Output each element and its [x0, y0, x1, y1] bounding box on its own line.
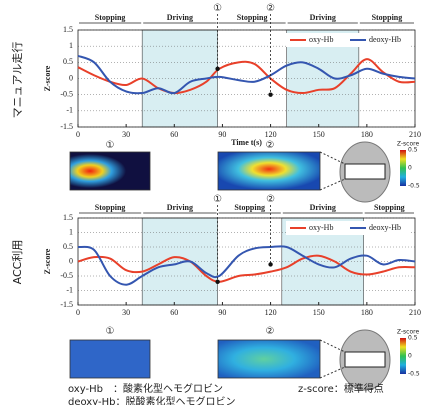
legend-label: oxy-Hb	[309, 223, 333, 232]
page: {"chart_data":[ {"type":"line","side_lab…	[0, 0, 434, 405]
colorbar-tick-label: 0	[408, 165, 412, 172]
marker-label: ①	[213, 3, 222, 14]
heatmap	[70, 340, 150, 378]
y-tick-label: 1.5	[63, 25, 73, 34]
colorbar	[400, 150, 406, 186]
y-tick-label: -0.5	[60, 271, 73, 280]
marker-dot	[268, 92, 272, 96]
y-tick-label: 0.5	[63, 242, 73, 251]
series-line	[78, 246, 415, 284]
marker-dot	[215, 67, 219, 71]
x-tick-label: 30	[122, 308, 130, 317]
x-tick-label: 180	[361, 308, 373, 317]
phase-label: Driving	[167, 203, 193, 212]
x-tick-label: 180	[361, 130, 373, 139]
probe	[345, 352, 385, 367]
y-tick-label: 0	[69, 256, 73, 265]
legend-label: deoxy-Hb	[369, 223, 401, 232]
y-tick-label: -1.5	[60, 122, 73, 131]
x-tick-label: 90	[218, 308, 226, 317]
phase-label: Driving	[310, 203, 336, 212]
marker-label: ②	[266, 3, 275, 14]
colorbar	[400, 338, 406, 374]
side-label: マニュアル走行	[11, 42, 24, 119]
footnote: oxy-Hb ：酸素化型ヘモグロビン	[68, 382, 223, 395]
x-tick-label: 60	[170, 308, 178, 317]
x-tick-label: 60	[170, 130, 178, 139]
marker-label: ①	[213, 194, 222, 205]
figure: oxy-Hb ：酸素化型ヘモグロビン z-score：標準得点 deoxy-Hb…	[0, 0, 434, 405]
colorbar-tick-label: 0.5	[408, 147, 418, 154]
y-tick-label: 1	[69, 227, 73, 236]
phase-label: Driving	[310, 13, 336, 22]
footnote: z-score：標準得点	[298, 382, 384, 395]
colorbar-tick-label: 0	[408, 353, 412, 360]
colorbar-tick-label: -0.5	[408, 371, 420, 378]
y-tick-label: 1	[69, 41, 73, 50]
map-label: ①	[106, 326, 115, 337]
phase-label: Stopping	[234, 203, 265, 212]
map-label: ②	[266, 326, 275, 337]
y-tick-label: -1	[66, 285, 73, 294]
x-tick-label: 120	[265, 130, 277, 139]
map-label: ①	[106, 140, 115, 151]
x-tick-label: 150	[313, 308, 325, 317]
y-axis-label: Z-score	[43, 248, 52, 274]
y-tick-label: -0.5	[60, 89, 73, 98]
phase-label: Driving	[167, 13, 193, 22]
heatmap	[218, 152, 320, 190]
heatmap	[70, 152, 150, 190]
x-tick-label: 30	[122, 130, 130, 139]
series-line	[78, 256, 415, 282]
y-axis-label: Z-score	[43, 65, 52, 91]
colorbar-tick-label: -0.5	[408, 183, 420, 190]
y-tick-label: 0.5	[63, 57, 73, 66]
x-tick-label: 120	[265, 308, 277, 317]
phase-label: Stopping	[95, 203, 126, 212]
footnote: deoxy-Hb：脱酸素化型ヘモグロビン	[68, 395, 235, 405]
x-tick-label: 0	[76, 130, 80, 139]
legend-label: oxy-Hb	[309, 35, 333, 44]
side-label: ACC利用	[11, 240, 24, 285]
y-tick-label: -1	[66, 106, 73, 115]
colorbar-tick-label: 0.5	[408, 335, 418, 342]
x-axis-label: Time t(s)	[231, 138, 262, 147]
x-tick-label: 0	[76, 308, 80, 317]
x-tick-label: 150	[313, 130, 325, 139]
probe	[345, 164, 385, 179]
map-label: ②	[266, 140, 275, 151]
y-tick-label: -1.5	[60, 300, 73, 309]
marker-label: ②	[266, 194, 275, 205]
phase-label: Stopping	[237, 13, 268, 22]
y-tick-label: 0	[69, 73, 73, 82]
phase-label: Stopping	[374, 203, 405, 212]
x-tick-label: 210	[409, 308, 421, 317]
heatmap	[218, 340, 320, 378]
series-line	[78, 59, 415, 93]
phase-label: Stopping	[95, 13, 126, 22]
marker-dot	[268, 262, 272, 266]
legend-label: deoxy-Hb	[369, 35, 401, 44]
marker-dot	[215, 280, 219, 284]
x-tick-label: 90	[218, 130, 226, 139]
phase-label: Stopping	[372, 13, 403, 22]
x-tick-label: 210	[409, 130, 421, 139]
y-tick-label: 1.5	[63, 213, 73, 222]
